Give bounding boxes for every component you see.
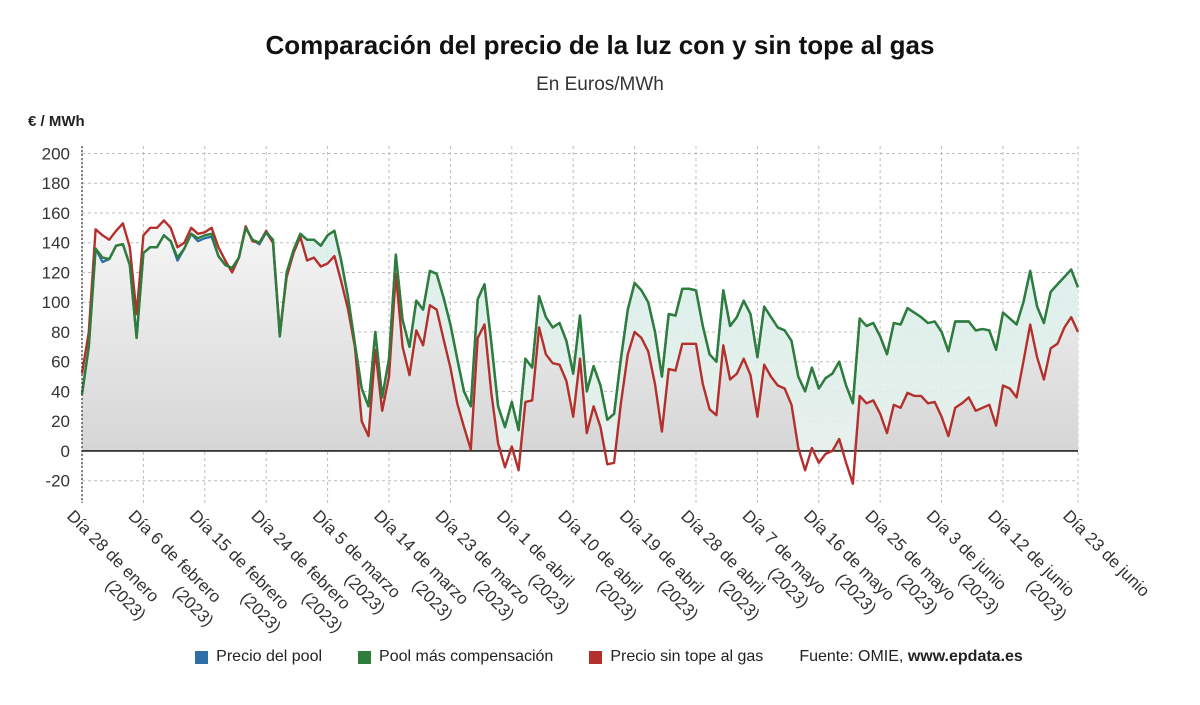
y-tick-label: 40 — [51, 382, 70, 401]
y-axis-unit: € / MWh — [28, 113, 85, 130]
legend-swatch-pool — [195, 650, 209, 664]
y-tick-label: 80 — [51, 323, 70, 342]
y-tick-label: 0 — [61, 442, 70, 461]
series-line-pool-compensacion — [80, 226, 1080, 432]
y-tick-label: 160 — [42, 204, 70, 223]
legend: Precio del pool Pool más compensación Pr… — [0, 648, 1200, 666]
area-sin-tope — [82, 220, 1078, 451]
legend-item-compensacion[interactable]: Pool más compensación — [358, 648, 553, 666]
y-tick-label: 20 — [51, 412, 70, 431]
y-tick-label: 100 — [42, 293, 70, 312]
source-note: Fuente: OMIE, www.epdata.es — [799, 648, 1023, 666]
legend-label-pool: Precio del pool — [216, 648, 323, 665]
y-tick-label: 140 — [42, 234, 70, 253]
y-tick-label: 180 — [42, 174, 70, 193]
legend-swatch-compensacion — [358, 650, 372, 664]
y-tick-label: 120 — [42, 263, 70, 282]
chart-title: Comparación del precio de la luz con y s… — [265, 30, 935, 60]
source-link[interactable]: www.epdata.es — [907, 648, 1023, 665]
y-tick-label: 60 — [51, 353, 70, 372]
legend-label-compensacion: Pool más compensación — [379, 648, 554, 665]
legend-swatch-sin-tope — [589, 650, 603, 664]
legend-item-pool[interactable]: Precio del pool — [195, 648, 322, 666]
legend-label-sin-tope: Precio sin tope al gas — [610, 648, 764, 665]
legend-item-sin-tope[interactable]: Precio sin tope al gas — [589, 648, 763, 666]
source-prefix: Fuente: OMIE, — [799, 648, 904, 665]
y-tick-label: -20 — [45, 472, 70, 491]
chart-subtitle: En Euros/MWh — [536, 74, 664, 95]
y-tick-label: 200 — [42, 144, 70, 163]
